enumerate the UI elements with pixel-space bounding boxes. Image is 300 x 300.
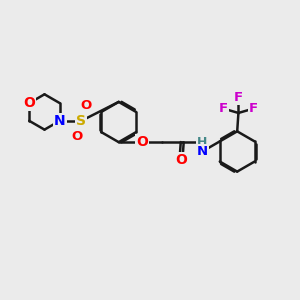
Text: O: O	[175, 153, 187, 167]
Text: N: N	[54, 114, 66, 128]
Text: S: S	[76, 114, 86, 128]
Text: O: O	[136, 135, 148, 149]
Text: O: O	[80, 99, 92, 112]
Text: F: F	[249, 102, 258, 115]
Text: H: H	[197, 136, 208, 148]
Text: O: O	[71, 130, 82, 142]
Text: F: F	[219, 102, 228, 115]
Text: O: O	[23, 96, 35, 110]
Text: F: F	[234, 91, 243, 104]
Text: N: N	[197, 145, 208, 158]
